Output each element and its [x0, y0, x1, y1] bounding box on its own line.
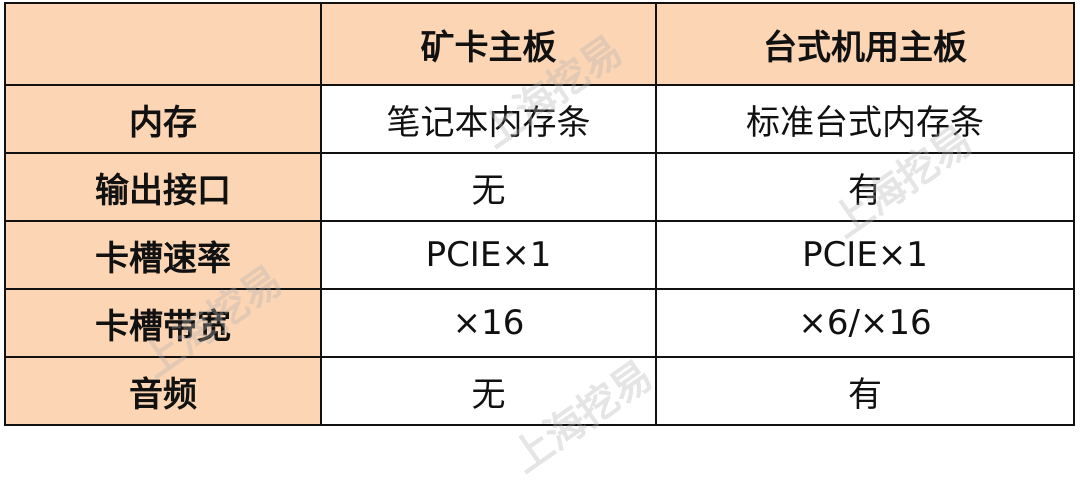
header-desktop-board: 台式机用主板 — [655, 2, 1075, 86]
cell: ×6/×16 — [655, 288, 1075, 358]
comparison-table: 矿卡主板 台式机用主板 内存 笔记本内存条 标准台式内存条 输出接口 无 有 卡… — [4, 2, 1075, 426]
header-mining-board: 矿卡主板 — [320, 2, 657, 86]
header-row: 矿卡主板 台式机用主板 — [4, 2, 1075, 86]
table-row: 输出接口 无 有 — [4, 152, 1075, 222]
cell: 有 — [655, 152, 1075, 222]
row-label: 音频 — [4, 356, 322, 426]
row-label: 输出接口 — [4, 152, 322, 222]
cell: PCIE×1 — [320, 220, 657, 290]
row-label: 内存 — [4, 84, 322, 154]
row-label: 卡槽速率 — [4, 220, 322, 290]
cell: PCIE×1 — [655, 220, 1075, 290]
table-row: 卡槽速率 PCIE×1 PCIE×1 — [4, 220, 1075, 290]
row-label: 卡槽带宽 — [4, 288, 322, 358]
table-row: 卡槽带宽 ×16 ×6/×16 — [4, 288, 1075, 358]
table-row: 内存 笔记本内存条 标准台式内存条 — [4, 84, 1075, 154]
cell: 有 — [655, 356, 1075, 426]
header-corner — [4, 2, 322, 86]
cell: 无 — [320, 356, 657, 426]
cell: 无 — [320, 152, 657, 222]
cell: ×16 — [320, 288, 657, 358]
cell: 标准台式内存条 — [655, 84, 1075, 154]
table-row: 音频 无 有 — [4, 356, 1075, 426]
cell: 笔记本内存条 — [320, 84, 657, 154]
